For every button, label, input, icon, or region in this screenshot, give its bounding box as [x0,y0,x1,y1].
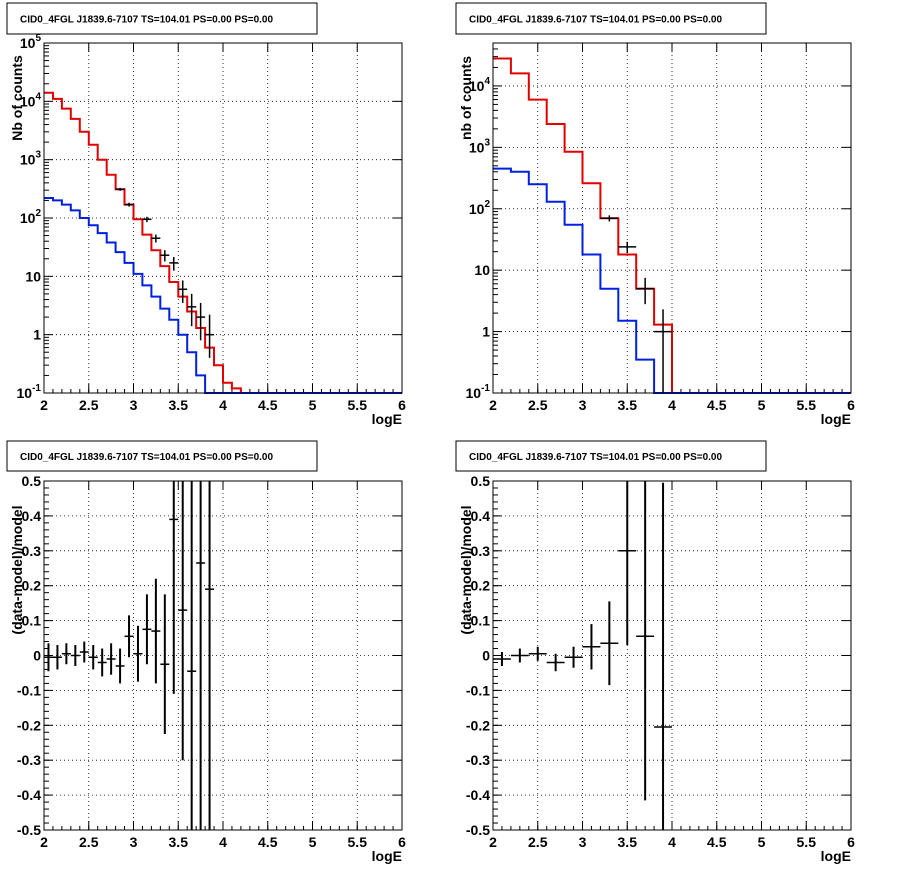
y-tick-label: 0.4 [471,508,491,524]
y-tick-label: -0.3 [466,752,490,768]
chart-title: CID0_4FGL J1839.6-7107 TS=104.01 PS=0.00… [469,452,722,463]
y-tick-label: 1 [482,324,490,340]
chart-title: CID0_4FGL J1839.6-7107 TS=104.01 PS=0.00… [469,15,722,26]
y-tick-label: 103 [20,150,42,168]
title-box [455,440,767,472]
x-tick-label: 5.5 [797,834,817,850]
y-tick-label: 0.3 [22,543,42,559]
x-tick-label: 3.5 [618,397,638,413]
x-tick-label: 4 [668,397,676,413]
y-tick-label: 0.1 [22,613,42,629]
y-tick-label: -0.4 [466,787,490,803]
y-tick-label: 0.4 [22,508,42,524]
y-tick-label: 1 [33,327,41,343]
y-axis-title: Nb of counts [9,55,25,141]
y-tick-label: 102 [469,199,491,217]
plot-frame [43,480,403,831]
y-tick-label: 102 [20,208,42,226]
total-model-histogram [493,57,851,394]
y-tick-label: 104 [20,91,42,109]
x-tick-label: 5.5 [348,397,368,413]
x-tick-label: 3 [579,397,587,413]
x-tick-label: 4 [219,834,227,850]
x-axis-title: logE [372,411,402,427]
x-tick-label: 3 [579,834,587,850]
title-box [6,440,318,472]
plot-frame [492,480,852,831]
x-axis-title: logE [821,411,851,427]
x-tick-label: 5 [758,397,766,413]
y-tick-label: -0.1 [17,682,41,698]
y-tick-label: 10-1 [466,383,491,401]
x-tick-label: 2 [489,834,497,850]
y-tick-label: 0.5 [22,473,42,489]
y-tick-label: -0.1 [466,682,490,698]
y-tick-label: 0.3 [471,543,491,559]
x-tick-label: 3 [130,834,138,850]
x-tick-label: 3.5 [169,397,189,413]
title-box [6,2,318,35]
y-tick-label: 105 [20,33,42,51]
y-tick-label: 0.2 [22,578,42,594]
x-tick-label: 5 [309,397,317,413]
x-tick-label: 5.5 [348,834,368,850]
x-tick-label: 3.5 [169,834,189,850]
x-tick-label: 6 [398,397,406,413]
x-tick-label: 5 [758,834,766,850]
y-tick-label: -0.3 [17,752,41,768]
x-tick-label: 6 [847,834,855,850]
y-tick-label: -0.5 [17,822,41,838]
y-tick-label: 10 [25,268,41,284]
y-tick-label: 10 [474,262,490,278]
y-tick-label: -0.2 [17,717,41,733]
y-axis-title: nb of counts [458,56,474,140]
x-tick-label: 4.5 [707,834,727,850]
residual-panel-left: CID0_4FGL J1839.6-7107 TS=104.01 PS=0.00… [6,440,406,864]
x-axis-title: logE [372,848,402,864]
spectrum-panel-right: CID0_4FGL J1839.6-7107 TS=104.01 PS=0.00… [455,2,855,427]
x-tick-label: 4.5 [258,397,278,413]
x-tick-label: 5 [309,834,317,850]
x-tick-label: 2.5 [528,834,548,850]
x-tick-label: 2 [40,397,48,413]
y-tick-label: 0.2 [471,578,491,594]
x-tick-label: 2 [489,397,497,413]
y-tick-label: 103 [469,137,491,155]
x-tick-label: 6 [847,397,855,413]
plot-frame [43,42,403,394]
x-tick-label: 2.5 [528,397,548,413]
x-tick-label: 4.5 [707,397,727,413]
x-tick-label: 2 [40,834,48,850]
x-tick-label: 3 [130,397,138,413]
y-tick-label: -0.5 [466,822,490,838]
x-tick-label: 2.5 [79,397,99,413]
y-tick-label: 0.5 [471,473,491,489]
y-axis-title: (data-model)/model [458,505,474,634]
x-axis-title: logE [821,848,851,864]
y-tick-label: -0.2 [466,717,490,733]
y-tick-label: 10-1 [17,383,42,401]
y-axis-title: (data-model)/model [9,505,25,634]
chart-title: CID0_4FGL J1839.6-7107 TS=104.01 PS=0.00… [20,15,273,26]
x-tick-label: 4 [219,397,227,413]
x-tick-label: 5.5 [797,397,817,413]
y-tick-label: 0.1 [471,613,491,629]
x-tick-label: 4 [668,834,676,850]
spectrum-panel-left: CID0_4FGL J1839.6-7107 TS=104.01 PS=0.00… [6,2,406,427]
x-tick-label: 4.5 [258,834,278,850]
x-tick-label: 2.5 [79,834,99,850]
residual-panel-right: CID0_4FGL J1839.6-7107 TS=104.01 PS=0.00… [455,440,855,864]
x-tick-label: 3.5 [618,834,638,850]
x-tick-label: 6 [398,834,406,850]
y-tick-label: 0 [482,648,490,664]
title-box [455,2,767,35]
y-tick-label: 104 [469,76,491,94]
y-tick-label: -0.4 [17,787,41,803]
chart-title: CID0_4FGL J1839.6-7107 TS=104.01 PS=0.00… [20,452,273,463]
y-tick-label: 0 [33,648,41,664]
plot-frame [492,42,852,394]
